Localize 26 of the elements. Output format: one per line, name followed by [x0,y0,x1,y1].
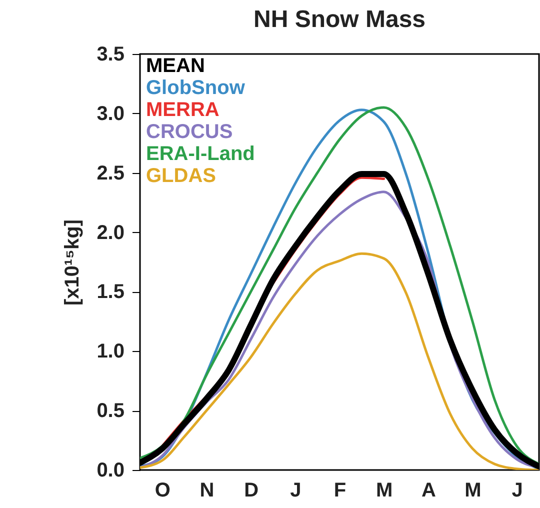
y-tick-label: 3.5 [96,44,124,66]
line-series [140,252,539,470]
x-tick-label: M [464,480,482,502]
x-tick-label: J [290,480,302,502]
x-tick-label: J [512,480,523,502]
y-tick-label: 0.5 [96,400,124,422]
y-tick-label: 2.0 [96,222,124,244]
chart-title: NH Snow Mass [253,6,426,33]
text: CROCUS [146,121,233,143]
y-tick-label: 3.0 [96,102,124,125]
y-tick-label: 1.0 [96,340,124,363]
text: GlobSnow [146,77,246,99]
text: ERA-I-Land [146,143,255,165]
y-tick-label: 0.0 [96,460,124,482]
x-tick-label: O [154,480,170,502]
x-tick-label: N [200,480,214,502]
x-tick-label: F [334,480,346,502]
y-axis-title: [x10¹⁵kg] [62,219,84,306]
text: MEAN [146,55,205,77]
x-tick-label: M [376,480,393,502]
y-tick-label: 2.5 [96,162,124,184]
y-tick-label: 1.5 [96,281,124,304]
x-tick-label: A [421,480,436,502]
text: GLDAS [146,165,216,187]
text: MERRA [146,99,220,121]
x-tick-label: D [244,480,259,502]
